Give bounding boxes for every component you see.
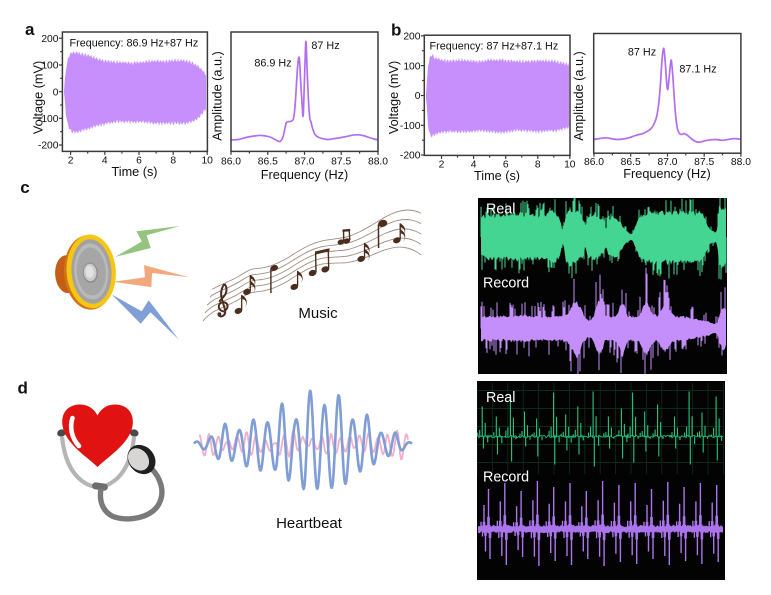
svg-text:Heartbeat: Heartbeat <box>276 515 343 532</box>
svg-text:200: 200 <box>403 32 420 43</box>
svg-text:a: a <box>25 20 35 39</box>
svg-text:86.5: 86.5 <box>621 157 641 168</box>
svg-text:86.0: 86.0 <box>221 157 241 168</box>
svg-text:c: c <box>20 178 29 197</box>
svg-text:Record: Record <box>483 470 529 486</box>
svg-text:Voltage (mV): Voltage (mV) <box>32 61 46 134</box>
svg-text:2: 2 <box>68 155 74 166</box>
svg-text:b: b <box>391 20 401 39</box>
svg-text:d: d <box>18 379 28 398</box>
svg-text:200: 200 <box>41 34 58 45</box>
svg-text:4: 4 <box>471 159 477 170</box>
svg-text:-100: -100 <box>400 121 421 132</box>
svg-text:Frequency (Hz): Frequency (Hz) <box>623 167 710 181</box>
svg-text:Frequency (Hz): Frequency (Hz) <box>261 168 348 182</box>
svg-text:100: 100 <box>41 61 58 72</box>
svg-text:88.0: 88.0 <box>731 157 751 168</box>
svg-text:Real: Real <box>486 390 515 406</box>
svg-text:86.9 Hz: 86.9 Hz <box>254 58 291 70</box>
svg-text:-100: -100 <box>38 114 59 125</box>
svg-text:10: 10 <box>201 155 213 166</box>
svg-text:Frequency: 87 Hz+87.1 Hz: Frequency: 87 Hz+87.1 Hz <box>430 40 559 52</box>
svg-text:87 Hz: 87 Hz <box>628 47 656 59</box>
svg-text:Voltage (mV): Voltage (mV) <box>387 61 401 134</box>
svg-text:87.5: 87.5 <box>694 157 714 168</box>
svg-text:Frequency: 86.9 Hz+87 Hz: Frequency: 86.9 Hz+87 Hz <box>70 37 199 49</box>
svg-text:2: 2 <box>439 159 445 170</box>
svg-text:6: 6 <box>503 159 509 170</box>
svg-text:-200: -200 <box>38 141 59 152</box>
svg-text:Time (s): Time (s) <box>111 165 157 179</box>
svg-text:4: 4 <box>102 155 108 166</box>
svg-text:Time (s): Time (s) <box>474 169 520 183</box>
svg-text:Real: Real <box>486 202 515 218</box>
svg-text:100: 100 <box>403 61 420 72</box>
svg-text:0: 0 <box>53 87 59 98</box>
svg-text:0: 0 <box>415 91 421 102</box>
svg-text:86.5: 86.5 <box>258 157 278 168</box>
svg-text:Record: Record <box>483 276 529 292</box>
svg-text:87 Hz: 87 Hz <box>311 40 339 52</box>
svg-text:87.5: 87.5 <box>331 157 351 168</box>
svg-text:88.0: 88.0 <box>368 157 388 168</box>
svg-text:Music: Music <box>298 305 338 322</box>
svg-text:-200: -200 <box>400 151 421 162</box>
svg-text:8: 8 <box>535 159 541 170</box>
svg-text:6: 6 <box>136 155 142 166</box>
svg-text:Amplitude (a.u.): Amplitude (a.u.) <box>572 51 586 141</box>
svg-text:87.0: 87.0 <box>294 157 314 168</box>
svg-text:8: 8 <box>170 155 176 166</box>
svg-text:Amplitude (a.u.): Amplitude (a.u.) <box>211 51 225 141</box>
svg-text:87.0: 87.0 <box>657 157 677 168</box>
svg-text:10: 10 <box>564 159 576 170</box>
svg-text:87.1 Hz: 87.1 Hz <box>679 64 716 76</box>
svg-text:86.0: 86.0 <box>584 157 604 168</box>
